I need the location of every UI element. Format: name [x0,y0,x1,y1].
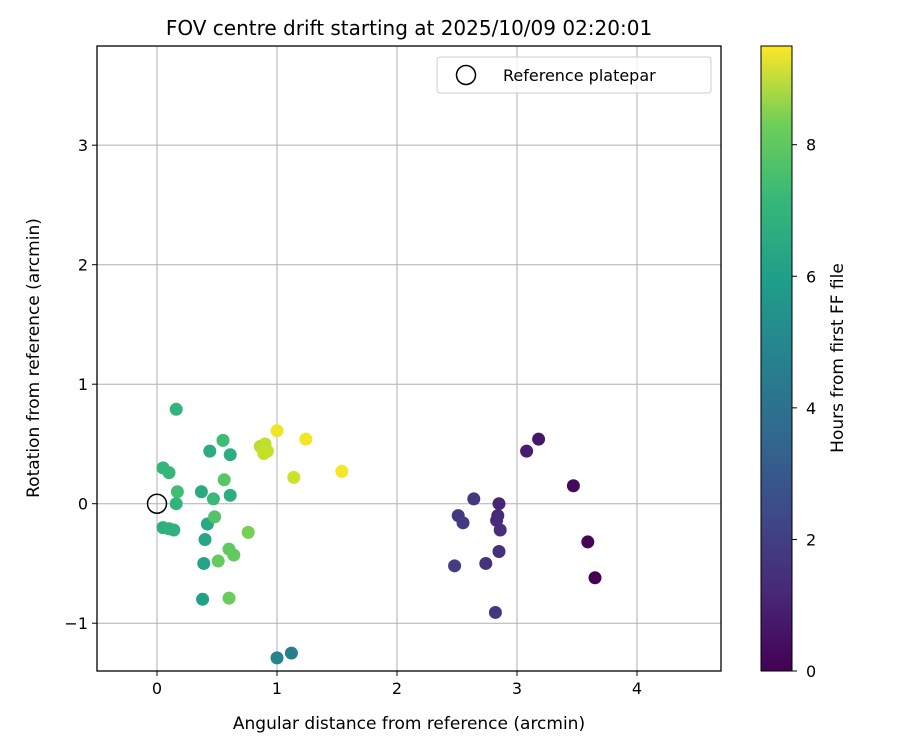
data-point [223,448,237,462]
data-point [169,402,183,416]
colorbar-tick-label: 2 [806,530,816,549]
legend: Reference platepar [436,56,712,94]
data-point [287,470,301,484]
colorbar-tick-label: 4 [806,399,816,418]
data-point [488,605,502,619]
data-point [270,424,284,438]
plot-area-frame [96,45,722,672]
colorbar-tick-label: 0 [806,662,816,681]
data-point [241,525,255,539]
data-point [284,646,298,660]
x-tick-label: 0 [152,679,162,698]
data-point [492,544,506,558]
y-axis-label: Rotation from reference (arcmin) [24,218,44,498]
data-point [197,556,211,570]
data-point [257,447,271,461]
chart-title: FOV centre drift starting at 2025/10/09 … [166,16,652,40]
y-tick-label: −1 [64,614,88,633]
data-point [566,479,580,493]
data-point [227,548,241,562]
data-point [299,432,313,446]
colorbar-tick-label: 8 [806,136,816,155]
data-point [223,488,237,502]
data-point [196,592,210,606]
data-point [216,433,230,447]
data-point [520,444,534,458]
data-point [448,559,462,573]
y-tick-label: 2 [78,256,88,275]
data-point [208,510,222,524]
data-point [211,554,225,568]
x-axis-label: Angular distance from reference (arcmin) [233,714,585,734]
y-tick-label: 3 [78,136,88,155]
x-tick-label: 4 [632,679,642,698]
colorbar-ticks: 0 2 4 6 8 [792,136,816,681]
data-point [222,591,236,605]
data-point [162,466,176,480]
y-axis-ticks: −1 0 1 2 3 [64,136,97,633]
data-point [203,444,217,458]
x-tick-label: 1 [272,679,282,698]
reference-platepar-marker [146,493,168,514]
x-axis-ticks: 0 1 2 3 4 [152,671,642,698]
data-point [532,432,546,446]
data-point [167,523,181,537]
y-tick-label: 1 [78,375,88,394]
y-tick-label: 0 [78,495,88,514]
data-point [581,535,595,549]
x-tick-label: 2 [392,679,402,698]
data-points [156,402,602,665]
data-point [588,571,602,585]
data-point [492,497,506,511]
data-point [493,523,507,537]
data-point [170,485,184,499]
colorbar-label: Hours from first FF file [828,263,848,453]
data-point [206,492,220,506]
data-point [194,485,208,499]
data-point [198,533,212,547]
grid [97,46,721,671]
legend-label: Reference platepar [503,66,656,85]
data-point [217,473,231,487]
legend-marker-icon [455,64,477,86]
data-point [456,516,470,530]
data-point [479,556,493,570]
colorbar: 0 2 4 6 8 Hours from first FF file [760,45,848,681]
x-tick-label: 3 [512,679,522,698]
data-point [467,492,481,506]
colorbar-tick-label: 6 [806,267,816,286]
data-point [169,497,183,511]
data-point [335,464,349,478]
legend-box [436,56,712,94]
data-point [270,651,284,665]
colorbar-gradient [760,45,793,672]
